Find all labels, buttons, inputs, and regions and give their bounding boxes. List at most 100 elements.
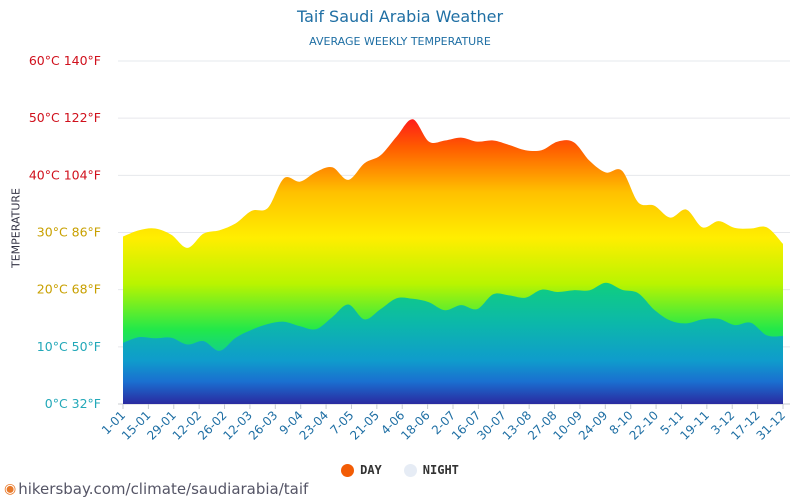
legend-day-label: DAY: [360, 463, 382, 477]
night-point[interactable]: [525, 297, 526, 298]
day-point[interactable]: [686, 209, 687, 210]
night-point[interactable]: [541, 289, 542, 290]
chart-subtitle: AVERAGE WEEKLY TEMPERATURE: [309, 35, 491, 48]
day-point[interactable]: [718, 220, 719, 221]
day-point[interactable]: [493, 140, 494, 141]
x-tick-label: 26-03: [246, 408, 281, 443]
night-point[interactable]: [686, 323, 687, 324]
day-point[interactable]: [654, 205, 655, 206]
day-point[interactable]: [605, 172, 606, 173]
night-point[interactable]: [332, 317, 333, 318]
day-point[interactable]: [525, 150, 526, 151]
night-point[interactable]: [670, 320, 671, 321]
day-point[interactable]: [267, 207, 268, 208]
legend-item-day[interactable]: DAY: [341, 463, 382, 477]
night-point[interactable]: [638, 292, 639, 293]
night-point[interactable]: [316, 329, 317, 330]
x-tick-label: 24-09: [576, 408, 611, 443]
night-point[interactable]: [283, 321, 284, 322]
day-point[interactable]: [299, 181, 300, 182]
day-point[interactable]: [670, 217, 671, 218]
night-point[interactable]: [138, 337, 139, 338]
areas: [122, 119, 783, 405]
day-point[interactable]: [750, 228, 751, 229]
day-point[interactable]: [251, 210, 252, 211]
legend-item-night[interactable]: NIGHT: [403, 463, 459, 477]
day-point[interactable]: [364, 163, 365, 164]
night-point[interactable]: [155, 338, 156, 339]
night-point[interactable]: [235, 337, 236, 338]
night-point[interactable]: [122, 342, 123, 343]
day-point[interactable]: [573, 142, 574, 143]
night-point[interactable]: [734, 325, 735, 326]
day-point[interactable]: [766, 227, 767, 228]
night-point[interactable]: [718, 318, 719, 319]
night-point[interactable]: [396, 298, 397, 299]
night-point[interactable]: [267, 323, 268, 324]
night-point[interactable]: [460, 305, 461, 306]
night-point[interactable]: [348, 304, 349, 305]
night-point[interactable]: [299, 326, 300, 327]
night-point[interactable]: [380, 309, 381, 310]
night-point[interactable]: [654, 309, 655, 310]
y-axis-ticks: 0°C 32°F 10°C 50°F 20°C 68°F 30°C 86°F 40°C …: [29, 53, 101, 411]
day-point[interactable]: [638, 202, 639, 203]
day-point[interactable]: [187, 247, 188, 248]
day-point[interactable]: [396, 136, 397, 137]
day-point[interactable]: [509, 144, 510, 145]
day-point[interactable]: [412, 119, 413, 120]
day-point[interactable]: [460, 137, 461, 138]
night-point[interactable]: [251, 329, 252, 330]
day-point[interactable]: [734, 227, 735, 228]
day-point[interactable]: [621, 170, 622, 171]
day-point[interactable]: [219, 230, 220, 231]
night-point[interactable]: [782, 335, 783, 336]
y-tick-label: 50°C 122°F: [29, 110, 101, 125]
day-point[interactable]: [428, 141, 429, 142]
day-point[interactable]: [782, 243, 783, 244]
day-point[interactable]: [235, 223, 236, 224]
day-point[interactable]: [557, 141, 558, 142]
day-point[interactable]: [171, 234, 172, 235]
day-point[interactable]: [283, 178, 284, 179]
night-point[interactable]: [428, 302, 429, 303]
night-point[interactable]: [750, 322, 751, 323]
night-point[interactable]: [573, 290, 574, 291]
day-point[interactable]: [380, 155, 381, 156]
night-point[interactable]: [219, 350, 220, 351]
day-point[interactable]: [444, 140, 445, 141]
day-point[interactable]: [702, 227, 703, 228]
day-point[interactable]: [203, 233, 204, 234]
day-point[interactable]: [122, 236, 123, 237]
night-point[interactable]: [702, 319, 703, 320]
x-tick-label: 23-04: [297, 408, 332, 443]
night-point[interactable]: [493, 294, 494, 295]
night-point[interactable]: [187, 344, 188, 345]
night-point[interactable]: [171, 337, 172, 338]
night-point[interactable]: [557, 291, 558, 292]
night-point[interactable]: [509, 295, 510, 296]
day-point[interactable]: [541, 150, 542, 151]
night-point[interactable]: [203, 341, 204, 342]
source-link[interactable]: ◉ hikersbay.com/climate/saudiarabia/taif: [4, 480, 308, 498]
night-area: [123, 282, 783, 404]
x-tick-label: 22-10: [627, 408, 662, 443]
day-point[interactable]: [138, 230, 139, 231]
day-color-dot: [341, 463, 355, 477]
day-point[interactable]: [332, 167, 333, 168]
day-point[interactable]: [477, 141, 478, 142]
night-point[interactable]: [766, 335, 767, 336]
night-point[interactable]: [444, 310, 445, 311]
night-point[interactable]: [605, 282, 606, 283]
night-point[interactable]: [364, 319, 365, 320]
day-point[interactable]: [589, 160, 590, 161]
day-point[interactable]: [155, 228, 156, 229]
x-tick-label: 18-06: [398, 408, 433, 443]
night-point[interactable]: [621, 289, 622, 290]
day-point[interactable]: [348, 179, 349, 180]
night-point[interactable]: [477, 309, 478, 310]
day-point[interactable]: [316, 171, 317, 172]
night-point[interactable]: [412, 298, 413, 299]
night-point[interactable]: [589, 290, 590, 291]
